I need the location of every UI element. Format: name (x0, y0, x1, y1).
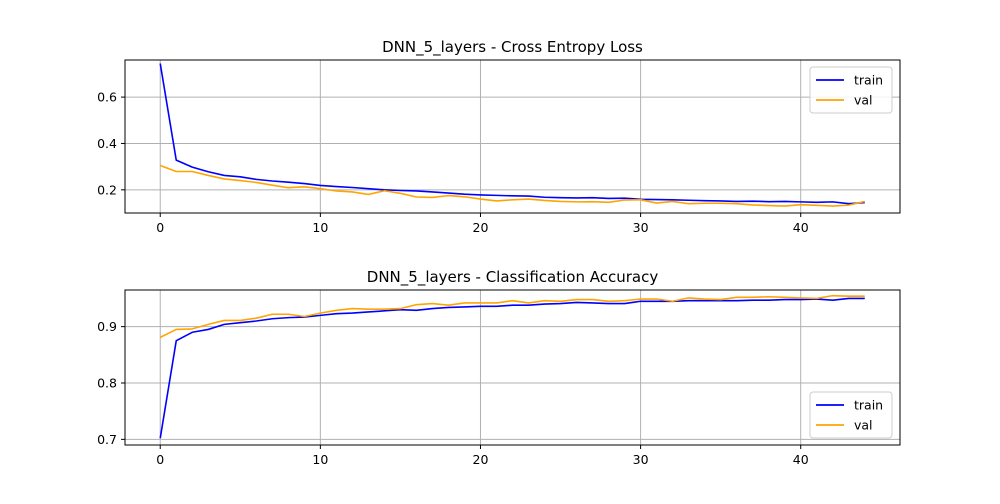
loss-x-tick-label: 40 (793, 220, 809, 235)
loss-axes-frame (124, 59, 901, 214)
accuracy-y-tick-label: 0.9 (97, 319, 117, 334)
loss-y-tick-label: 0.6 (97, 90, 117, 105)
accuracy-axes-frame (124, 289, 901, 446)
loss-chart-title: DNN_5_layers - Cross Entropy Loss (382, 38, 643, 57)
accuracy-x-tick-label: 0 (156, 452, 164, 467)
accuracy-legend-label-val: val (854, 418, 873, 433)
accuracy-x-tick-label: 30 (633, 452, 649, 467)
accuracy-x-tick-label: 40 (793, 452, 809, 467)
loss-x-tick-label: 10 (312, 220, 328, 235)
loss-chart-panel: 0 10 20 30 40 0.2 0.4 0.6 DNN_5_layers - Cross E… (97, 38, 901, 235)
accuracy-legend-box (809, 391, 893, 439)
loss-legend-box (809, 66, 893, 114)
accuracy-legend: train val (809, 391, 893, 439)
loss-plot-area (125, 60, 900, 213)
loss-series-line-train (159, 63, 865, 205)
accuracy-plot-area (125, 290, 900, 445)
accuracy-series-line-train (159, 297, 865, 439)
accuracy-legend-label-train: train (854, 398, 883, 413)
loss-series-line-val (159, 164, 865, 207)
loss-legend: train val (809, 66, 893, 114)
accuracy-x-tick-label: 10 (312, 452, 328, 467)
loss-legend-label-train: train (854, 73, 883, 88)
accuracy-y-tick-label: 0.7 (97, 432, 117, 447)
loss-x-tick-label: 0 (156, 220, 164, 235)
loss-x-tick-label: 20 (473, 220, 489, 235)
loss-x-tick-label: 30 (633, 220, 649, 235)
accuracy-chart-title: DNN_5_layers - Classification Accuracy (367, 268, 659, 287)
loss-y-tick-label: 0.2 (97, 182, 117, 197)
accuracy-y-tick-label: 0.8 (97, 376, 117, 391)
loss-y-tick-label: 0.4 (97, 136, 117, 151)
accuracy-series-line-val (159, 294, 865, 339)
accuracy-x-tick-label: 20 (473, 452, 489, 467)
loss-legend-label-val: val (854, 93, 873, 108)
accuracy-chart-panel: 0 10 20 30 40 0.7 0.8 0.9 DNN_5_layers - Classif… (97, 268, 901, 467)
